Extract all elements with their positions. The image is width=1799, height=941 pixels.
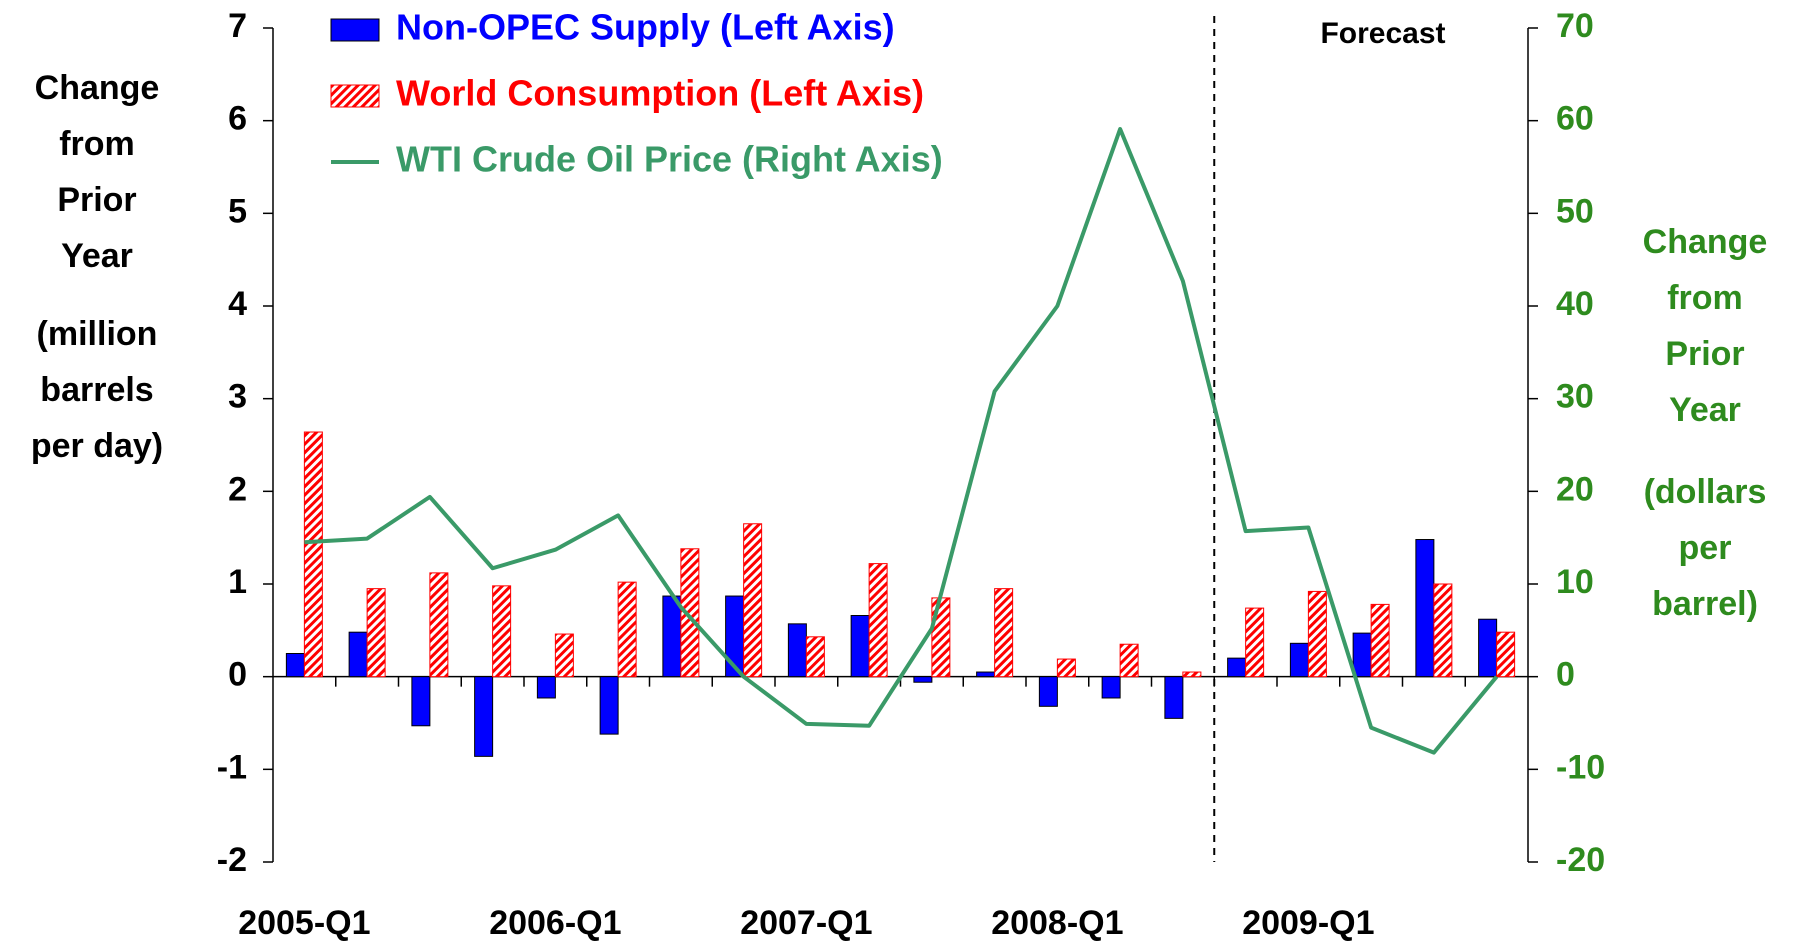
bar xyxy=(492,585,512,678)
y2-tick-label: 20 xyxy=(1556,470,1594,508)
bar xyxy=(285,653,305,678)
bar xyxy=(662,595,682,678)
forecast-annotation: Forecast xyxy=(1320,17,1445,50)
y-axis-title: barrels xyxy=(40,371,153,409)
y-axis-title: Year xyxy=(61,237,133,275)
y-axis-title: per day) xyxy=(31,427,163,465)
y-axis-title: (million xyxy=(37,315,158,353)
line-series xyxy=(304,127,1499,755)
bar xyxy=(868,563,888,678)
y2-tick-label: 40 xyxy=(1556,285,1594,323)
y-tick-label: 4 xyxy=(228,285,247,323)
y2-tick-label: 50 xyxy=(1556,192,1594,230)
bar xyxy=(1370,603,1390,678)
x-tick-label: 2007-Q1 xyxy=(740,904,872,941)
bar xyxy=(1182,671,1202,678)
legend-swatch xyxy=(330,18,380,42)
bar xyxy=(1038,676,1058,707)
y-tick-label: 7 xyxy=(228,7,247,45)
y-tick-label: 3 xyxy=(228,378,247,416)
bar xyxy=(1119,643,1139,678)
bar xyxy=(805,636,825,678)
x-tick-label: 2008-Q1 xyxy=(991,904,1123,941)
bar xyxy=(617,581,637,678)
y-tick-label: 1 xyxy=(228,563,247,601)
bar xyxy=(599,676,619,735)
y-tick-label: -2 xyxy=(217,841,247,879)
bar xyxy=(1101,676,1121,699)
bar xyxy=(680,548,700,678)
bar xyxy=(994,588,1014,678)
bar xyxy=(1433,583,1453,678)
bar xyxy=(1245,607,1265,678)
bar xyxy=(1496,631,1516,678)
y2-axis-title: per xyxy=(1679,529,1732,567)
bar xyxy=(366,588,386,678)
legend-label: Non-OPEC Supply (Left Axis) xyxy=(396,7,895,48)
bar xyxy=(474,676,494,757)
bar xyxy=(787,623,807,678)
bar xyxy=(303,431,323,678)
legend-label: World Consumption (Left Axis) xyxy=(396,73,924,114)
bar xyxy=(1415,539,1435,678)
y2-axis-title: (dollars xyxy=(1644,473,1767,511)
y-tick-label: 6 xyxy=(228,100,247,138)
bar xyxy=(743,523,763,678)
bar xyxy=(1227,657,1247,678)
y-tick-label: 2 xyxy=(228,470,247,508)
legend-swatch xyxy=(330,84,380,108)
bar xyxy=(1289,642,1309,678)
bar xyxy=(1164,676,1184,719)
y-tick-label: 5 xyxy=(228,192,247,230)
y2-axis-title: Prior xyxy=(1665,335,1744,373)
bar xyxy=(536,676,556,699)
y2-tick-label: 0 xyxy=(1556,656,1575,694)
bar xyxy=(429,572,449,678)
bar xyxy=(1352,632,1372,678)
y2-tick-label: -10 xyxy=(1556,748,1605,786)
x-tick-label: 2009-Q1 xyxy=(1242,904,1374,941)
bar xyxy=(850,615,870,678)
bar xyxy=(1307,590,1327,678)
bar xyxy=(976,671,996,678)
legend-label: WTI Crude Oil Price (Right Axis) xyxy=(396,139,943,180)
bar xyxy=(554,633,574,678)
bar xyxy=(348,631,368,678)
y2-tick-label: -20 xyxy=(1556,841,1605,879)
y-tick-label: -1 xyxy=(217,748,247,786)
y2-axis-title: from xyxy=(1667,279,1743,317)
y2-tick-label: 70 xyxy=(1556,7,1594,45)
y2-axis-title: barrel) xyxy=(1652,585,1758,623)
y-axis-title: from xyxy=(59,125,135,163)
y2-axis-title: Year xyxy=(1669,391,1741,429)
y-axis-title: Change xyxy=(35,69,160,107)
bar xyxy=(913,676,933,683)
bar xyxy=(1478,618,1498,678)
y2-axis-title: Change xyxy=(1643,223,1768,261)
x-tick-label: 2005-Q1 xyxy=(238,904,370,941)
bar xyxy=(411,676,431,727)
bar xyxy=(1056,658,1076,678)
y2-tick-label: 10 xyxy=(1556,563,1594,601)
x-tick-label: 2006-Q1 xyxy=(489,904,621,941)
bar xyxy=(931,597,951,678)
y2-tick-label: 30 xyxy=(1556,378,1594,416)
y-axis-title: Prior xyxy=(57,181,136,219)
y-tick-label: 0 xyxy=(228,656,247,694)
y2-tick-label: 60 xyxy=(1556,100,1594,138)
